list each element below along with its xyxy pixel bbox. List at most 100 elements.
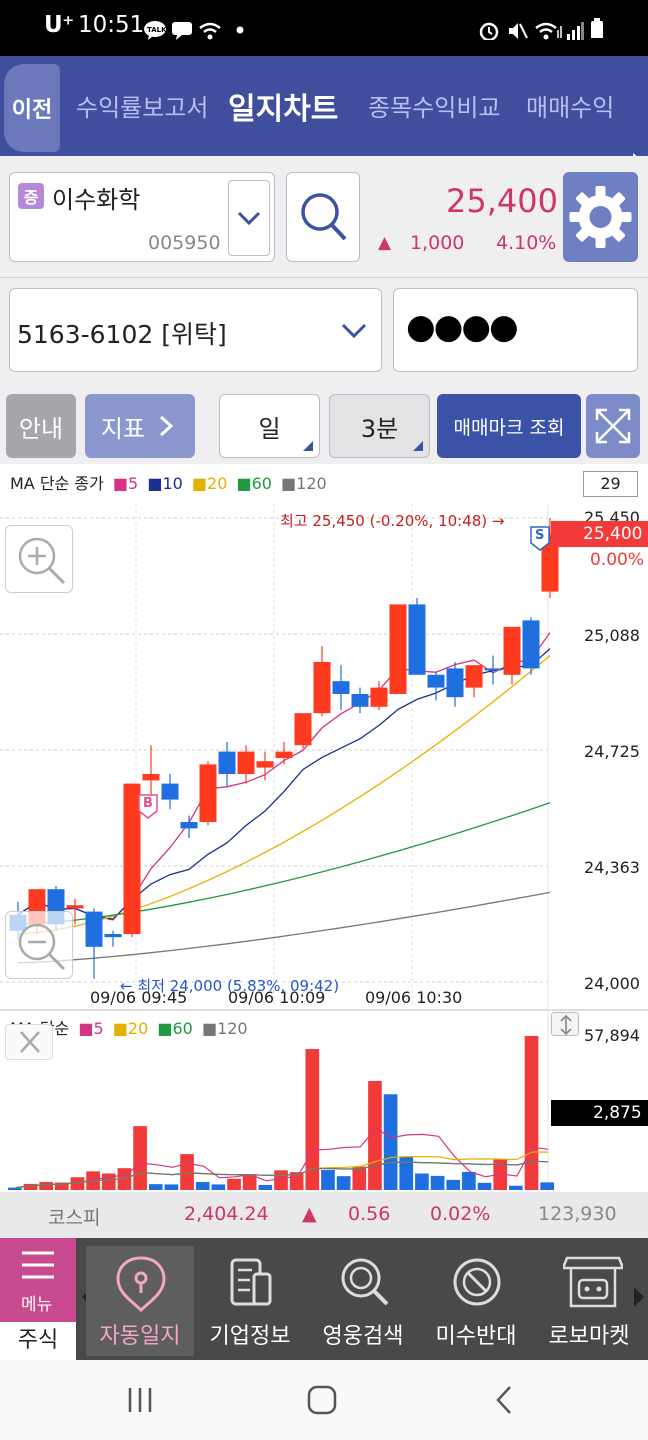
- legend-vol-ma20: 20: [127, 1019, 149, 1038]
- dot-icon: [236, 26, 244, 34]
- volume-bar: [336, 1176, 351, 1190]
- indicator-button[interactable]: 지표: [85, 394, 195, 458]
- volume-bar: [383, 1094, 398, 1190]
- change-up-arrow: ▲: [378, 233, 392, 253]
- low-annotation: ← 최저 24,000 (5.83%, 09:42): [120, 977, 340, 995]
- tab-journal-chart[interactable]: 일지차트: [228, 92, 339, 127]
- dropdown-corner-icon: [413, 441, 423, 451]
- candle-body: [484, 668, 502, 671]
- y-tick-label: 24,363: [584, 858, 640, 877]
- nav-label: 기업정보: [209, 1324, 291, 1349]
- period-select[interactable]: 일: [219, 394, 320, 458]
- stock-type-badge: 증: [18, 183, 44, 209]
- ma10-line: [17, 648, 551, 920]
- nav-auto-journal[interactable]: 자동일지: [86, 1246, 194, 1356]
- volume-bar: [101, 1173, 116, 1190]
- guide-button[interactable]: 안내: [6, 394, 76, 458]
- candle-body: [294, 713, 312, 746]
- search-button[interactable]: [286, 172, 360, 262]
- close-pane-button[interactable]: [5, 1024, 53, 1060]
- nav-hero-search[interactable]: 영웅검색: [309, 1246, 417, 1356]
- password-mask: ●●●●: [406, 307, 519, 347]
- period-label: 일: [258, 414, 281, 443]
- candle-body: [522, 620, 540, 669]
- tab-return-report[interactable]: 수익률보고서: [76, 94, 209, 122]
- stock-dropdown-button[interactable]: [228, 180, 270, 256]
- stock-name: 이수화학: [52, 186, 141, 214]
- nav-company-info[interactable]: 기업정보: [196, 1246, 304, 1356]
- sell-marker[interactable]: S: [529, 525, 551, 551]
- volume-bar: [524, 1036, 539, 1190]
- home-icon[interactable]: [306, 1384, 338, 1416]
- x-tick-label: 09/06 09:45: [90, 988, 188, 1007]
- chart-area[interactable]: MA 단순 종가 ■5 ■10 ■20 ■60 ■120 29 25,450 2…: [0, 464, 648, 1194]
- candle-body: [180, 822, 198, 829]
- volume-bar: [321, 1170, 335, 1190]
- candle-body: [503, 626, 521, 675]
- interval-label: 3분: [360, 414, 399, 443]
- nav-label: 영웅검색: [322, 1324, 404, 1349]
- volume-ma120-line: [15, 1160, 549, 1189]
- market-change-percent: 0.02%: [430, 1203, 491, 1225]
- volume-bar: [227, 1178, 241, 1190]
- legend-vol-ma5: 5: [93, 1019, 104, 1038]
- interval-select[interactable]: 3분: [329, 394, 430, 458]
- expand-icon: [595, 408, 631, 444]
- hamburger-icon: [22, 1251, 54, 1279]
- y-tick-label: 24,725: [584, 742, 640, 761]
- menu-label: 메뉴: [21, 1295, 53, 1315]
- settings-button[interactable]: [563, 172, 638, 262]
- vertical-resize-icon: [560, 1014, 572, 1036]
- top-tab-bar: 이전 수익률보고서 일지차트 종목수익비교 매매수익: [0, 56, 648, 173]
- menu-button[interactable]: 메뉴: [0, 1238, 76, 1322]
- volume-bar: [462, 1171, 476, 1190]
- wifi-icon: [199, 22, 221, 40]
- recent-apps-icon[interactable]: [126, 1386, 156, 1414]
- cell-signal-icon: [567, 22, 584, 40]
- volume-bar: [133, 1126, 147, 1190]
- candle-count-box[interactable]: 29: [583, 471, 638, 497]
- fullscreen-button[interactable]: [586, 394, 640, 458]
- section-label[interactable]: 주식: [0, 1322, 76, 1360]
- candle-body: [541, 534, 559, 592]
- volume-bar: [274, 1170, 288, 1190]
- password-field[interactable]: ●●●●: [393, 288, 638, 372]
- nav-robo-market[interactable]: 로보마켓: [535, 1246, 643, 1356]
- zoom-out-button[interactable]: [5, 911, 73, 979]
- chevron-down-icon: [237, 211, 261, 226]
- tab-stock-return-compare[interactable]: 종목수익비교: [368, 94, 501, 122]
- candle-body: [408, 604, 426, 675]
- volume-bar: [70, 1177, 85, 1190]
- price-legend-title: MA 단순 종가: [10, 474, 104, 493]
- candle-body: [427, 674, 445, 688]
- gear-icon: [569, 186, 632, 248]
- candle-body: [389, 604, 407, 694]
- volume-bar: [352, 1166, 367, 1190]
- bottom-nav: 메뉴 주식 자동일지 기업정보 영웅검색 미수반대 로보마켓: [0, 1238, 648, 1360]
- nav-scroll-right-icon[interactable]: [632, 1286, 646, 1308]
- volume-bar: [509, 1185, 523, 1190]
- back-button[interactable]: 이전: [4, 64, 60, 152]
- document-icon: [230, 1258, 272, 1306]
- ma20-line: [17, 655, 551, 935]
- nav-no-margin[interactable]: 미수반대: [422, 1246, 530, 1356]
- ma120-line: [17, 891, 551, 964]
- account-number: 5163-6102 [위탁]: [17, 320, 227, 349]
- account-selector[interactable]: 5163-6102 [위탁]: [9, 288, 382, 372]
- close-icon: [20, 1031, 40, 1053]
- back-icon[interactable]: [492, 1384, 516, 1416]
- sell-marker-shape: [530, 526, 550, 551]
- candle-body: [85, 911, 103, 947]
- dropdown-corner-icon: [303, 441, 313, 451]
- candle-body: [142, 774, 160, 781]
- market-index-bar[interactable]: 코스피 2,404.24 ▲ 0.56 0.02% 123,930: [0, 1192, 648, 1238]
- resize-pane-button[interactable]: [551, 1012, 579, 1036]
- volume-bar: [305, 1049, 320, 1190]
- chart-canvas[interactable]: [0, 464, 648, 1192]
- volume-bar: [117, 1168, 132, 1190]
- buy-marker[interactable]: B: [137, 793, 159, 819]
- trade-mark-button[interactable]: 매매마크 조회: [437, 394, 581, 458]
- tab-trade-profit[interactable]: 매매수익: [526, 94, 615, 122]
- volume-bar: [164, 1184, 179, 1190]
- zoom-in-button[interactable]: [5, 525, 73, 593]
